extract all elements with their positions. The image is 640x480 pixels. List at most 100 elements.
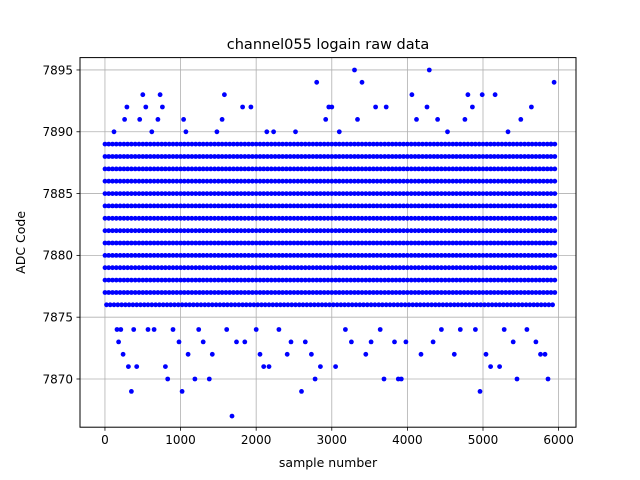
data-point <box>510 203 516 209</box>
data-point <box>544 228 550 234</box>
data-point <box>121 228 127 234</box>
data-point <box>427 141 433 147</box>
data-point <box>526 215 531 221</box>
data-point <box>442 141 448 147</box>
data-point <box>110 253 115 258</box>
data-point <box>363 178 369 184</box>
data-point <box>476 154 482 159</box>
data-point <box>193 253 199 258</box>
data-point <box>144 154 149 159</box>
data-point <box>518 277 524 283</box>
data-point <box>333 191 338 197</box>
data-point <box>344 277 350 283</box>
data-point <box>503 191 509 197</box>
data-point <box>124 104 130 110</box>
data-point <box>461 141 467 147</box>
data-point <box>257 253 263 258</box>
data-point <box>393 228 399 234</box>
data-point <box>353 302 359 308</box>
data-point <box>181 191 187 197</box>
data-point <box>208 277 214 283</box>
data-point <box>193 290 199 295</box>
data-point <box>216 265 221 271</box>
data-point <box>333 215 338 221</box>
data-point <box>270 302 276 308</box>
data-point <box>106 253 112 258</box>
data-point <box>204 228 210 234</box>
data-point <box>386 166 391 172</box>
data-point <box>208 203 214 209</box>
data-point <box>227 215 233 221</box>
data-point <box>448 302 453 308</box>
data-point <box>499 240 505 246</box>
data-point <box>129 141 134 147</box>
data-point <box>514 290 520 295</box>
data-point <box>508 302 514 308</box>
data-point <box>121 166 127 172</box>
data-point <box>397 203 403 209</box>
data-point <box>181 117 187 122</box>
data-point <box>519 302 525 308</box>
data-point <box>185 240 191 246</box>
data-point <box>280 215 285 221</box>
data-point <box>265 265 270 271</box>
data-point <box>495 141 501 147</box>
data-point <box>238 178 244 184</box>
plot-frame <box>79 57 577 428</box>
data-point <box>117 228 123 234</box>
data-point <box>132 166 138 172</box>
data-point <box>102 215 108 221</box>
data-point <box>257 240 263 246</box>
data-point <box>144 141 149 147</box>
data-point <box>110 191 115 197</box>
data-point <box>299 253 304 258</box>
data-point <box>522 191 527 197</box>
data-point <box>113 215 119 221</box>
data-point <box>132 154 138 159</box>
data-point <box>465 166 471 172</box>
data-point <box>435 141 440 147</box>
data-point <box>181 290 187 295</box>
data-point <box>257 178 263 184</box>
data-point <box>344 290 350 295</box>
data-point <box>117 277 123 283</box>
data-point <box>145 302 151 308</box>
data-point <box>242 240 248 246</box>
data-point <box>336 129 342 135</box>
data-point <box>352 154 357 159</box>
data-point <box>119 302 124 308</box>
data-point <box>306 290 312 295</box>
data-point <box>253 154 259 159</box>
data-point <box>304 302 310 308</box>
data-point <box>406 302 412 308</box>
data-point <box>284 265 289 271</box>
data-point <box>408 290 414 295</box>
data-point <box>542 351 548 357</box>
data-point <box>165 376 171 382</box>
data-point <box>321 141 327 147</box>
data-point <box>102 166 108 172</box>
data-point <box>166 265 172 271</box>
data-point <box>151 141 157 147</box>
data-point <box>529 154 535 159</box>
data-point <box>355 290 361 295</box>
data-point <box>212 166 218 172</box>
data-point <box>355 265 361 271</box>
data-point <box>231 178 236 184</box>
data-point <box>507 240 512 246</box>
data-point <box>423 166 429 172</box>
data-point <box>476 265 482 271</box>
data-point <box>170 203 176 209</box>
data-point <box>155 265 161 271</box>
data-point <box>257 215 263 221</box>
data-point <box>231 166 236 172</box>
data-point <box>310 178 316 184</box>
data-point <box>463 302 468 308</box>
data-point <box>163 277 168 283</box>
data-point <box>280 228 285 234</box>
data-point <box>348 265 354 271</box>
data-point <box>116 339 121 345</box>
data-point <box>276 228 282 234</box>
data-point <box>526 141 531 147</box>
data-point <box>465 277 471 283</box>
